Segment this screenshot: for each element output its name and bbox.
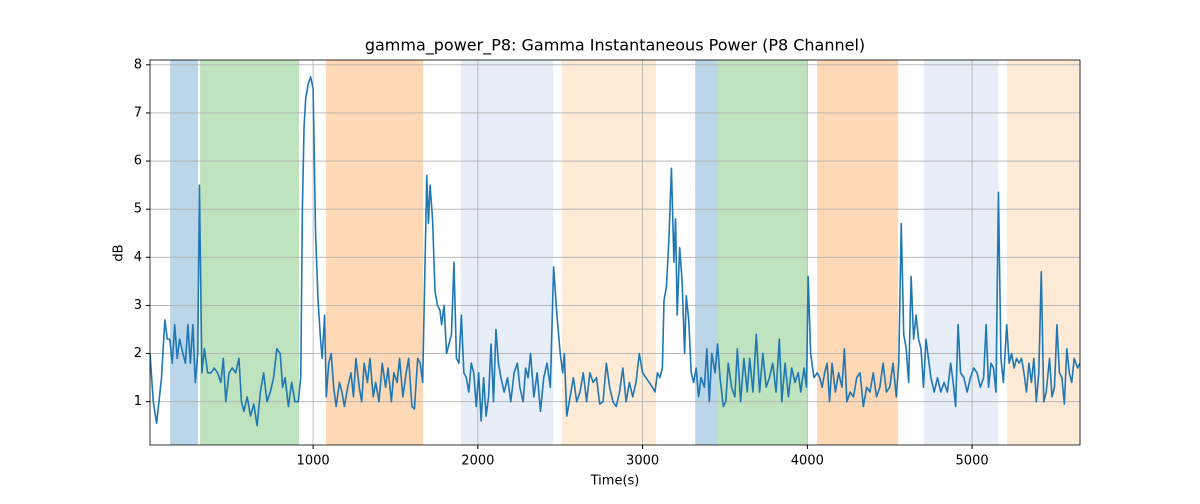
shaded-span — [326, 60, 424, 445]
y-tick-label: 7 — [134, 105, 142, 120]
x-tick-label: 5000 — [956, 454, 989, 469]
x-axis-label: Time(s) — [590, 474, 640, 489]
x-tick-label: 1000 — [297, 454, 330, 469]
y-tick-label: 3 — [134, 298, 142, 313]
y-tick-label: 1 — [134, 394, 142, 409]
chart-title: gamma_power_P8: Gamma Instantaneous Powe… — [365, 36, 865, 56]
y-tick-label: 8 — [134, 57, 142, 72]
x-tick-label: 4000 — [791, 454, 824, 469]
plot-frame — [149, 59, 1081, 446]
shaded-span — [695, 60, 719, 445]
x-tick-label: 3000 — [626, 454, 659, 469]
shaded-span — [200, 60, 300, 445]
y-tick-label: 2 — [134, 346, 142, 361]
shaded-span — [718, 60, 808, 445]
x-tick-label: 2000 — [461, 454, 494, 469]
shaded-span — [170, 60, 199, 445]
data-line — [150, 76, 1080, 427]
y-axis-label: dB — [112, 244, 127, 261]
y-tick-label: 4 — [134, 250, 142, 265]
y-tick-label: 6 — [134, 154, 142, 169]
y-tick-label: 5 — [134, 202, 142, 217]
